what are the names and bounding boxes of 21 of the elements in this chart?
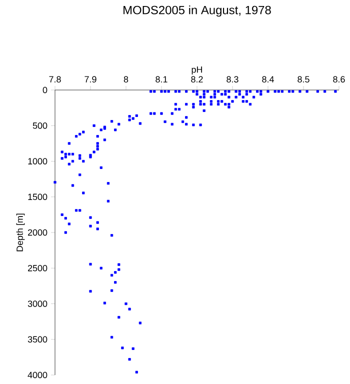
x-tick-label: 8.3 [226, 76, 238, 83]
y-tick-label: 3000 [28, 300, 48, 307]
y-tick-label: 1000 [28, 158, 48, 164]
x-tick-label: 8.5 [298, 76, 310, 83]
y-tick-label: 2500 [28, 264, 48, 272]
y-tick-label: 2000 [28, 229, 48, 236]
y-tick-label: 0 [42, 86, 48, 94]
x-tick-label: 8.6 [333, 76, 345, 83]
x-tick-label: 8.2 [191, 76, 203, 83]
x-tick-label: 8 [124, 76, 128, 83]
x-tick-label: 8.1 [156, 76, 168, 83]
chart-title: MODS2005 in August, 1978 [124, 6, 271, 17]
y-tick-label: 3500 [28, 336, 48, 343]
x-axis-title: pH [192, 66, 202, 75]
x-tick-label: 7.9 [84, 76, 96, 83]
y-axis-title: Depth [m] [16, 214, 25, 252]
y-tick-label: 1500 [28, 194, 48, 200]
x-tick-label: 8.4 [262, 76, 274, 83]
y-tick-label: 500 [32, 122, 48, 129]
y-tick-label: 4000 [28, 372, 48, 378]
x-tick-label: 7.8 [49, 76, 61, 83]
